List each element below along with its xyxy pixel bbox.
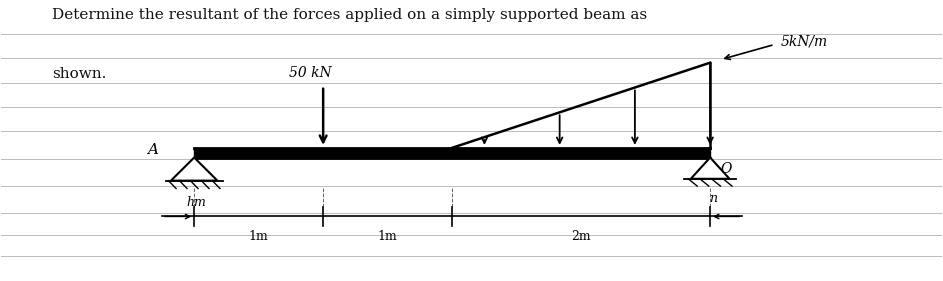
- Text: 50 kN: 50 kN: [289, 66, 332, 80]
- Polygon shape: [691, 158, 730, 179]
- Polygon shape: [171, 158, 218, 181]
- Text: n: n: [709, 192, 717, 205]
- Text: O: O: [720, 162, 732, 176]
- Text: Determine the resultant of the forces applied on a simply supported beam as: Determine the resultant of the forces ap…: [52, 8, 647, 22]
- Text: A: A: [147, 143, 158, 157]
- Text: 5kN/m: 5kN/m: [781, 34, 828, 48]
- Text: hm: hm: [187, 196, 207, 209]
- Text: 1m: 1m: [378, 230, 398, 243]
- Text: 2m: 2m: [571, 230, 591, 243]
- Text: 1m: 1m: [249, 230, 269, 243]
- Text: shown.: shown.: [52, 67, 107, 81]
